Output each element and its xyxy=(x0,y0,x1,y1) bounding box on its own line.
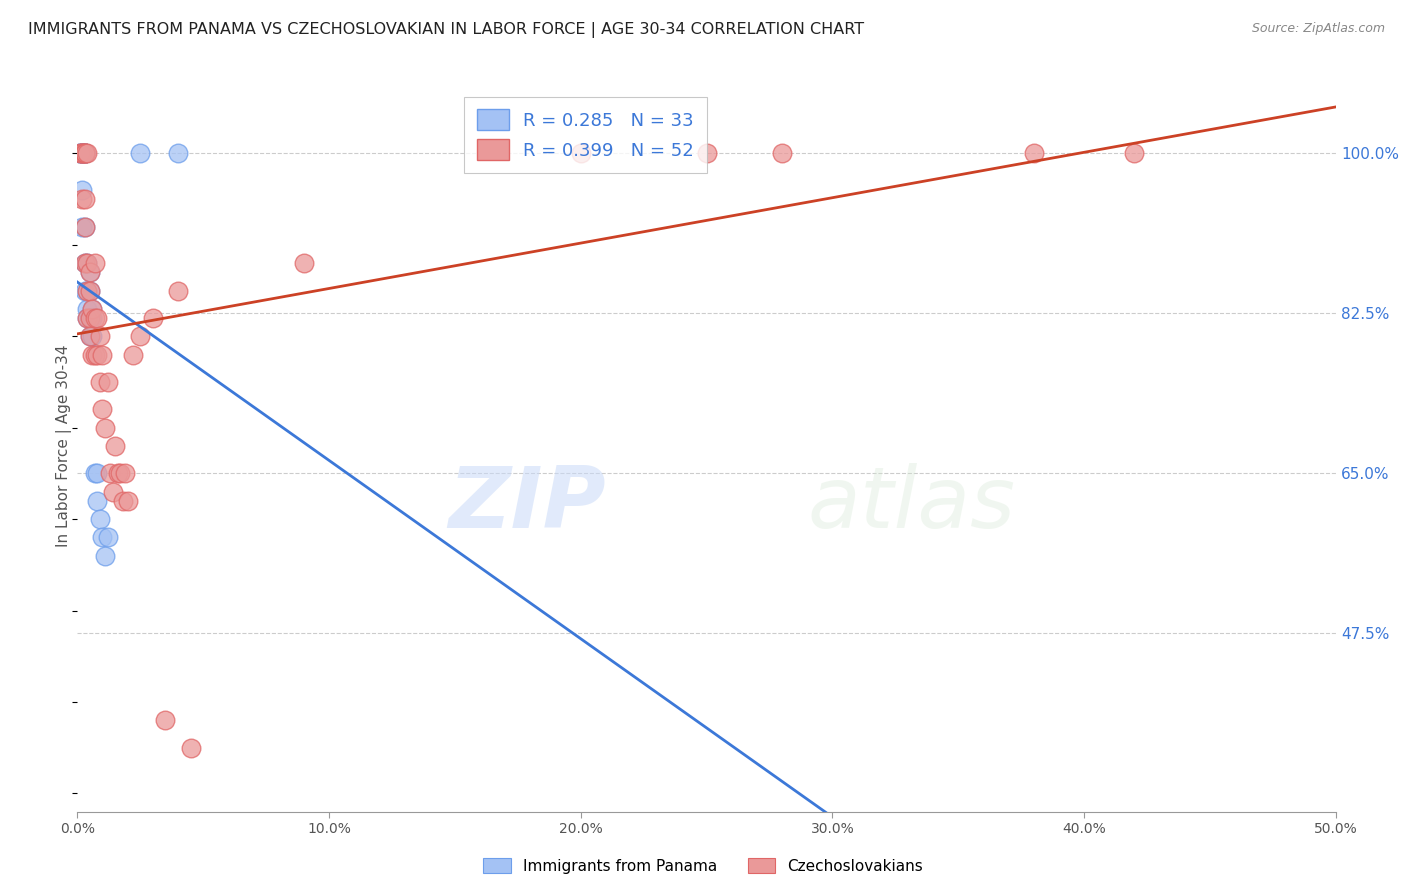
Point xyxy=(72,146,94,161)
Point xyxy=(72,146,94,161)
Point xyxy=(1123,146,1146,161)
Text: ZIP: ZIP xyxy=(449,463,606,546)
Point xyxy=(76,284,98,298)
Point xyxy=(180,740,202,755)
Point xyxy=(770,146,793,161)
Point xyxy=(73,256,96,270)
Text: Source: ZipAtlas.com: Source: ZipAtlas.com xyxy=(1251,22,1385,36)
Point xyxy=(129,146,152,161)
Point xyxy=(76,311,98,326)
Text: IMMIGRANTS FROM PANAMA VS CZECHOSLOVAKIAN IN LABOR FORCE | AGE 30-34 CORRELATION: IMMIGRANTS FROM PANAMA VS CZECHOSLOVAKIA… xyxy=(28,22,865,38)
Point xyxy=(108,467,131,481)
Point xyxy=(96,530,118,544)
Point xyxy=(155,714,177,728)
Point xyxy=(94,549,117,563)
Point xyxy=(79,329,101,343)
Point xyxy=(73,219,96,234)
Point xyxy=(72,146,94,161)
Point xyxy=(72,146,94,161)
Point xyxy=(73,284,96,298)
Point xyxy=(91,530,114,544)
Point xyxy=(696,146,718,161)
Point xyxy=(111,494,134,508)
Point xyxy=(84,256,107,270)
Legend: R = 0.285   N = 33, R = 0.399   N = 52: R = 0.285 N = 33, R = 0.399 N = 52 xyxy=(464,96,707,173)
Point xyxy=(82,301,104,316)
Point xyxy=(96,375,118,389)
Point xyxy=(69,146,91,161)
Point xyxy=(73,146,96,161)
Point xyxy=(84,467,107,481)
Point xyxy=(79,311,101,326)
Point xyxy=(79,265,101,279)
Point xyxy=(73,146,96,161)
Point xyxy=(79,284,101,298)
Text: atlas: atlas xyxy=(807,463,1015,546)
Point xyxy=(79,265,101,279)
Point xyxy=(82,301,104,316)
Point xyxy=(129,329,152,343)
Point xyxy=(73,146,96,161)
Point xyxy=(117,494,139,508)
Point xyxy=(84,311,107,326)
Point xyxy=(73,146,96,161)
Point xyxy=(76,256,98,270)
Point xyxy=(91,402,114,417)
Point xyxy=(86,467,108,481)
Point xyxy=(76,146,98,161)
Point xyxy=(84,348,107,362)
Point xyxy=(76,256,98,270)
Point xyxy=(79,284,101,298)
Point xyxy=(94,421,117,435)
Point xyxy=(79,329,101,343)
Point xyxy=(72,183,94,197)
Point xyxy=(86,494,108,508)
Point xyxy=(107,467,129,481)
Point xyxy=(82,348,104,362)
Point xyxy=(73,146,96,161)
Point xyxy=(1022,146,1045,161)
Point xyxy=(82,311,104,326)
Point xyxy=(73,256,96,270)
Point xyxy=(91,348,114,362)
Point xyxy=(167,284,190,298)
Point xyxy=(86,348,108,362)
Point xyxy=(73,219,96,234)
Point xyxy=(101,484,124,499)
Point xyxy=(73,146,96,161)
Y-axis label: In Labor Force | Age 30-34: In Labor Force | Age 30-34 xyxy=(56,344,72,548)
Point xyxy=(76,284,98,298)
Point xyxy=(76,301,98,316)
Point xyxy=(292,256,315,270)
Point xyxy=(114,467,136,481)
Point xyxy=(121,348,143,362)
Point xyxy=(89,329,111,343)
Point xyxy=(72,146,94,161)
Point xyxy=(98,467,121,481)
Point xyxy=(69,146,91,161)
Point xyxy=(86,311,108,326)
Point xyxy=(72,219,94,234)
Point xyxy=(142,311,165,326)
Point xyxy=(82,329,104,343)
Point xyxy=(569,146,592,161)
Point xyxy=(72,146,94,161)
Point xyxy=(104,439,127,453)
Point xyxy=(89,375,111,389)
Point xyxy=(89,512,111,526)
Point xyxy=(69,146,91,161)
Point xyxy=(72,192,94,206)
Point xyxy=(167,146,190,161)
Point xyxy=(76,311,98,326)
Point xyxy=(73,192,96,206)
Point xyxy=(79,311,101,326)
Legend: Immigrants from Panama, Czechoslovakians: Immigrants from Panama, Czechoslovakians xyxy=(477,852,929,880)
